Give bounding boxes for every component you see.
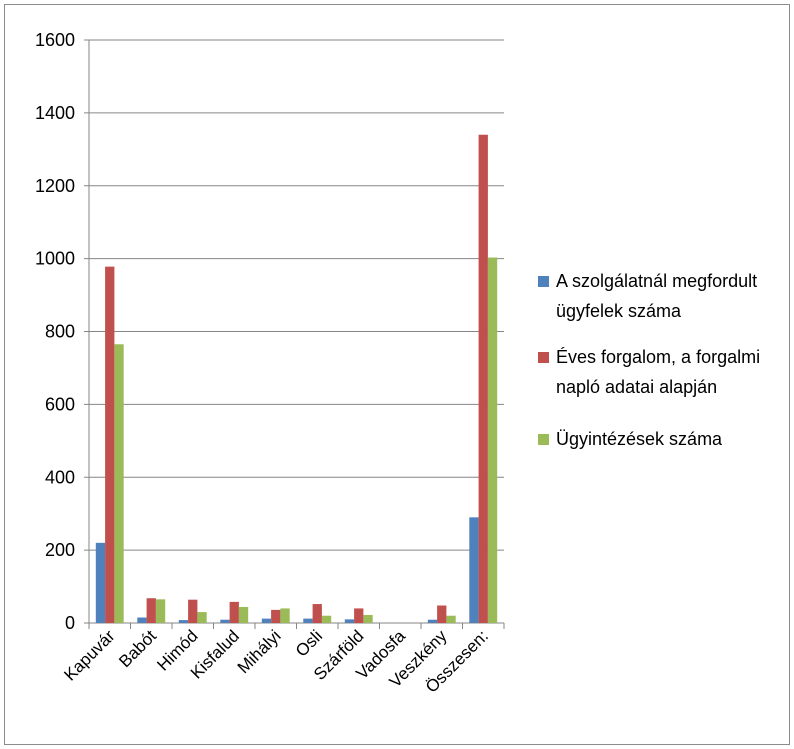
y-tick-label: 1200 [35, 176, 75, 196]
y-tick-label: 800 [45, 322, 75, 342]
bar-3 [280, 608, 290, 623]
legend-label-line: Ügyintézések száma [556, 429, 723, 449]
x-category-label: Mihályi [234, 626, 285, 677]
bar-1 [344, 619, 355, 623]
bar-2 [271, 609, 281, 623]
bar-2 [229, 601, 239, 623]
bar-2 [437, 605, 447, 623]
chart-frame [4, 4, 790, 745]
bar-1 [303, 618, 313, 623]
bar-1 [427, 619, 438, 623]
bar-2 [146, 598, 156, 623]
bar-3 [155, 599, 166, 623]
bar-3 [238, 606, 249, 623]
bar-3 [487, 257, 498, 623]
legend-label-line: Éves forgalom, a forgalmi [556, 347, 760, 367]
bar-3 [321, 615, 332, 623]
bar-3 [363, 614, 373, 623]
bar-3 [114, 344, 124, 623]
y-tick-label: 1400 [35, 103, 75, 123]
bar-1 [469, 517, 479, 623]
bar-1 [220, 619, 230, 623]
legend-label-line: ügyfelek száma [556, 301, 682, 321]
x-category-label: Osli [292, 626, 326, 660]
bar-2 [312, 604, 322, 623]
legend-label-3: Ügyintézések száma [556, 429, 723, 449]
bar-3 [446, 615, 456, 623]
legend-swatch-3 [538, 434, 549, 445]
bar-2 [188, 599, 198, 623]
bar-1 [95, 542, 106, 623]
bar-1 [178, 620, 189, 623]
y-tick-label: 0 [65, 613, 75, 633]
y-tick-label: 200 [45, 540, 75, 560]
bar-2 [105, 266, 115, 623]
bar-2 [354, 608, 364, 623]
y-tick-label: 600 [45, 394, 75, 414]
x-category-label: Kapuvár [60, 626, 118, 684]
x-category-label: Babót [115, 626, 160, 671]
bar-1 [261, 618, 272, 623]
bar-2 [478, 134, 488, 624]
y-tick-label: 400 [45, 467, 75, 487]
y-tick-label: 1000 [35, 249, 75, 269]
legend-label-line: A szolgálatnál megfordult [556, 271, 757, 291]
legend-swatch-2 [538, 352, 549, 363]
legend-label-2: Éves forgalom, a forgalmi napló adatai al… [556, 347, 760, 397]
legend-label-line: napló adatai alapján [556, 377, 717, 397]
legend-swatch-1 [538, 276, 549, 287]
legend-label-1: A szolgálatnál megfordult ügyfelek száma [556, 271, 757, 321]
bar-3 [197, 612, 207, 623]
bar-1 [137, 617, 147, 623]
y-tick-label: 1600 [35, 30, 75, 50]
